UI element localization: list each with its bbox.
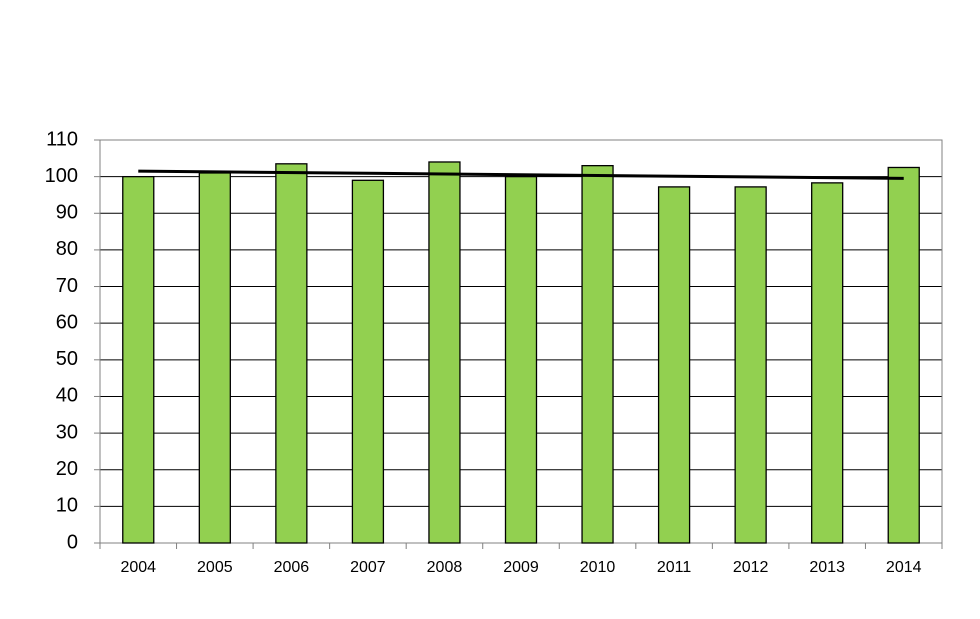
x-tick-label: 2007 (350, 559, 386, 576)
x-tick-label: 2013 (809, 559, 845, 576)
bar (887, 166, 920, 544)
y-tick-label: 80 (56, 238, 78, 260)
x-tick-label: 2004 (120, 559, 156, 576)
y-tick-label: 40 (56, 385, 78, 407)
bar (351, 179, 385, 544)
x-tick-label: 2010 (580, 559, 616, 576)
y-tick-label: 0 (67, 531, 78, 553)
bar (811, 182, 844, 544)
x-tick-label: 2011 (657, 559, 692, 576)
y-tick-label: 70 (56, 275, 78, 297)
bar (428, 161, 461, 544)
y-tick-label: 100 (45, 165, 78, 187)
x-tick-label: 2012 (733, 559, 769, 576)
y-tick-label: 50 (56, 348, 78, 370)
y-tick-label: 90 (56, 202, 78, 224)
y-tick-label: 20 (56, 458, 78, 480)
bar (198, 172, 231, 544)
y-tick-label: 30 (56, 421, 78, 443)
bar (275, 163, 308, 544)
x-tick-label: 2009 (503, 559, 539, 576)
x-tick-label: 2006 (274, 559, 310, 576)
x-tick-label: 2008 (427, 559, 463, 576)
trendline (138, 169, 904, 180)
x-tick-label: 2014 (886, 559, 922, 576)
bar (734, 186, 767, 544)
bar (581, 164, 614, 544)
x-tick-label: 2005 (197, 559, 233, 576)
y-tick-label: 10 (56, 495, 78, 517)
y-tick-label: 60 (56, 311, 78, 333)
y-tick-label: 110 (46, 128, 78, 150)
bar (122, 175, 155, 544)
bar (657, 186, 691, 544)
bar (504, 175, 538, 544)
